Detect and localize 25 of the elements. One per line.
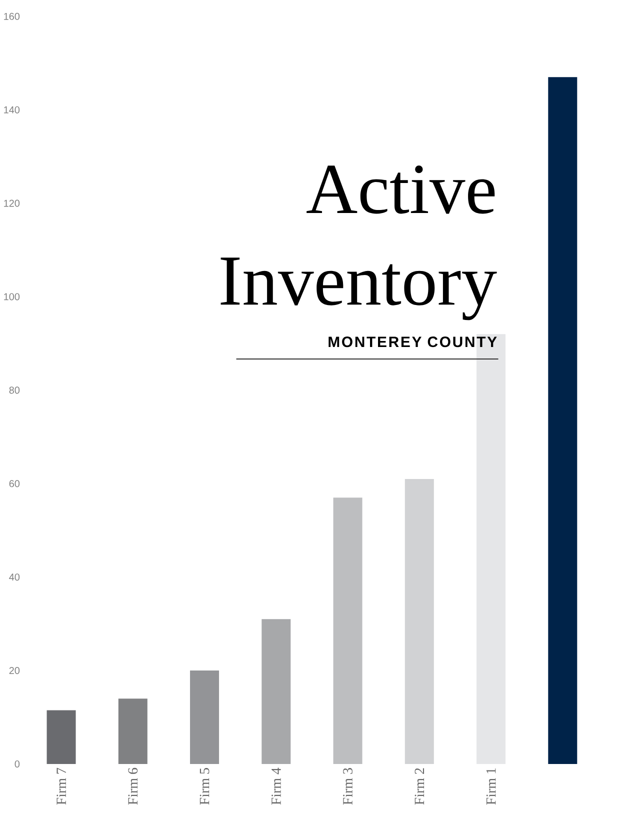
x-tick-label: Firm 2: [414, 768, 424, 805]
bar: [118, 698, 148, 764]
bar: [190, 670, 219, 764]
y-tick-label: 60: [9, 480, 20, 488]
y-tick-label: 80: [9, 386, 20, 394]
x-tick-label: Firm 5: [200, 768, 210, 805]
x-tick-label: Firm 6: [128, 768, 138, 805]
bar: [46, 710, 76, 764]
text: Active Inventory: [220, 165, 497, 320]
y-tick-label: 40: [8, 574, 20, 581]
bar: [262, 619, 291, 764]
bar: [404, 478, 434, 764]
y-tick-label: 140: [4, 106, 20, 114]
y-tick-label: 20: [9, 667, 20, 674]
y-tick-label: 160: [4, 12, 20, 20]
bar: [548, 77, 578, 764]
y-tick-label: 120: [4, 200, 20, 207]
x-tick-label: Firm 4: [271, 768, 281, 805]
y-tick-label: 0: [14, 760, 20, 768]
bar: [333, 498, 362, 764]
x-tick-label: Firm 3: [342, 768, 352, 805]
text: MONTEREY COUNTY: [328, 336, 497, 348]
x-tick-label: Firm 7: [56, 768, 66, 805]
x-tick-label: Firm 1: [486, 768, 496, 805]
y-tick-label: 100: [4, 293, 20, 300]
